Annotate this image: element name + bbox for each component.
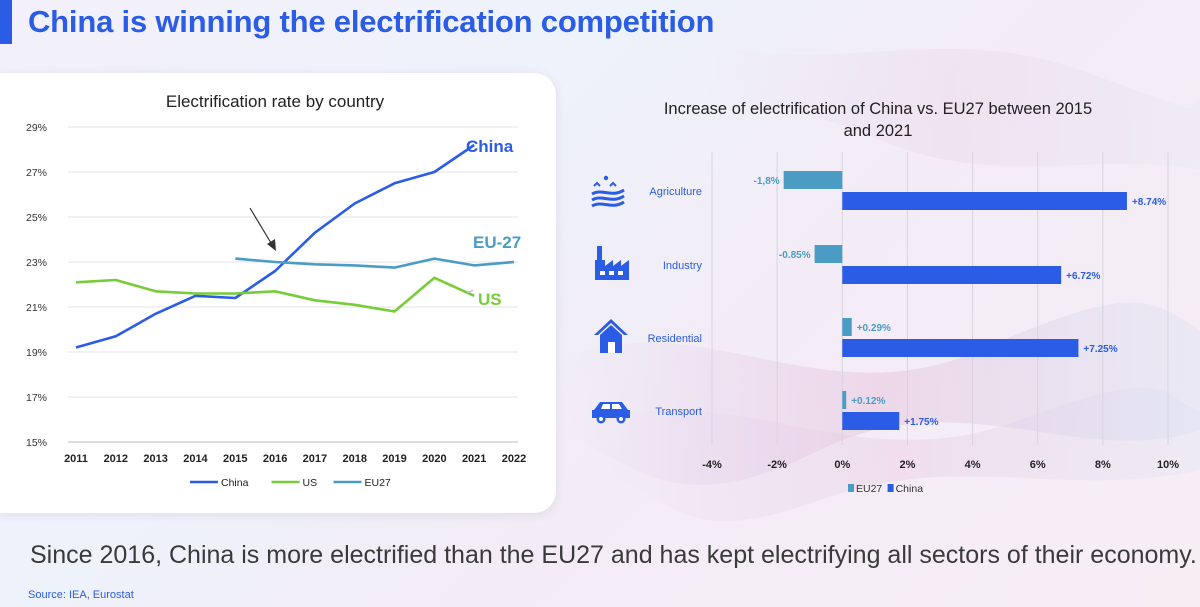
line-chart-legend: China US EU27 xyxy=(190,477,391,489)
legend-label-eu27: EU27 xyxy=(365,477,391,489)
source-note: Source: IEA, Eurostat xyxy=(28,589,134,601)
series-line-eu27 xyxy=(235,257,515,269)
bar-value-label: +1.75% xyxy=(904,417,938,428)
title-accent-bar xyxy=(0,0,12,44)
bar-chart-x-ticks: -4% -2% 0% 2% 4% 6% 8% 10% xyxy=(702,459,1179,471)
category-label: Residential xyxy=(648,333,702,345)
bar-value-label: -0.85% xyxy=(779,250,811,261)
bar-chart-legend: EU27 China xyxy=(848,483,923,495)
x-tick-label: 2019 xyxy=(382,453,406,465)
legend-label-eu27: EU27 xyxy=(856,483,882,495)
bar-china xyxy=(842,412,900,430)
x-tick-label: 2016 xyxy=(263,453,287,465)
bar-eu27 xyxy=(842,318,852,336)
x-tick-label: 2011 xyxy=(64,453,88,465)
x-tick-label: 0% xyxy=(834,459,850,471)
bar-chart-title-line-2: and 2021 xyxy=(844,122,913,140)
line-chart-series xyxy=(75,143,515,349)
x-tick-label: 6% xyxy=(1030,459,1046,471)
bar-value-label: +8.74% xyxy=(1132,197,1166,208)
bar-china xyxy=(842,339,1079,357)
line-chart-series-labels: China US EU-27 xyxy=(466,137,521,309)
y-tick-label: 29% xyxy=(26,122,47,134)
bar-china xyxy=(842,192,1127,210)
series-line-china xyxy=(75,143,475,349)
x-tick-label: 10% xyxy=(1157,459,1179,471)
x-tick-label: 2012 xyxy=(104,453,128,465)
bar-chart-value-labels: -1,8% +8.74% -0.85% +6.72% +0.29% +7.25% +0.12… xyxy=(754,176,1167,428)
y-tick-label: 23% xyxy=(26,257,47,269)
x-tick-label: -2% xyxy=(767,459,787,471)
x-tick-label: 8% xyxy=(1095,459,1111,471)
line-chart-title: Electrification rate by country xyxy=(166,92,385,111)
us-label-leader xyxy=(466,289,474,294)
x-tick-label: 2017 xyxy=(303,453,327,465)
residential-icon xyxy=(594,319,628,353)
x-tick-label: 2020 xyxy=(422,453,446,465)
series-label-eu27: EU-27 xyxy=(473,233,521,252)
x-tick-label: 2018 xyxy=(342,453,366,465)
bar-chart: Increase of electrification of China vs.… xyxy=(591,100,1179,495)
y-tick-label: 27% xyxy=(26,167,47,179)
bar-china xyxy=(842,266,1062,284)
bar-chart-category-icons xyxy=(591,175,630,424)
line-chart-x-ticks: 2011 2012 2013 2014 2015 2016 2017 2018 2019 2020… xyxy=(64,453,526,465)
line-chart: Electrification rate by country 15% 17% 19… xyxy=(26,92,526,489)
line-chart-y-ticks: 15% 17% 19% 21% 23% 25% 27% 29% xyxy=(26,122,47,449)
series-label-us: US xyxy=(478,290,502,309)
line-chart-gridlines xyxy=(68,126,518,443)
x-tick-label: 4% xyxy=(965,459,981,471)
bar-value-label: +6.72% xyxy=(1066,271,1100,282)
bar-chart-categories: Agriculture Industry Residential Transport xyxy=(648,186,703,418)
x-tick-label: 2% xyxy=(899,459,915,471)
bar-eu27 xyxy=(783,171,843,189)
x-tick-label: 2015 xyxy=(223,453,247,465)
x-tick-label: 2014 xyxy=(183,453,208,465)
transport-icon xyxy=(592,402,630,424)
y-tick-label: 17% xyxy=(26,392,47,404)
legend-label-china: China xyxy=(221,477,249,489)
bar-value-label: +0.12% xyxy=(851,396,885,407)
legend-label-china: China xyxy=(896,483,924,495)
legend-label-us: US xyxy=(303,477,318,489)
series-line-us xyxy=(75,276,475,313)
bar-value-label: -1,8% xyxy=(754,176,780,187)
industry-icon xyxy=(595,246,629,280)
bar-eu27 xyxy=(814,245,843,263)
series-label-china: China xyxy=(466,137,514,156)
bar-eu27 xyxy=(842,391,847,409)
bar-value-label: +7.25% xyxy=(1083,344,1117,355)
y-tick-label: 19% xyxy=(26,347,47,359)
category-label: Industry xyxy=(663,260,703,272)
agriculture-icon xyxy=(591,175,625,208)
category-label: Transport xyxy=(655,406,702,418)
page-title: China is winning the electrification com… xyxy=(28,4,715,39)
line-chart-annotation-arrow xyxy=(249,207,276,251)
x-tick-label: 2021 xyxy=(462,453,486,465)
x-tick-label: -4% xyxy=(702,459,722,471)
caption: Since 2016, China is more electrified th… xyxy=(30,541,1197,569)
bar-chart-bars xyxy=(783,171,1127,430)
legend-swatch-china xyxy=(887,484,894,492)
bar-chart-title-line-1: Increase of electrification of China vs.… xyxy=(664,100,1092,118)
x-tick-label: 2013 xyxy=(143,453,167,465)
y-tick-label: 21% xyxy=(26,302,47,314)
y-tick-label: 15% xyxy=(26,437,47,449)
legend-swatch-eu27 xyxy=(848,484,854,492)
x-tick-label: 2022 xyxy=(502,453,526,465)
category-label: Agriculture xyxy=(649,186,702,198)
bar-value-label: +0.29% xyxy=(857,323,891,334)
y-tick-label: 25% xyxy=(26,212,47,224)
